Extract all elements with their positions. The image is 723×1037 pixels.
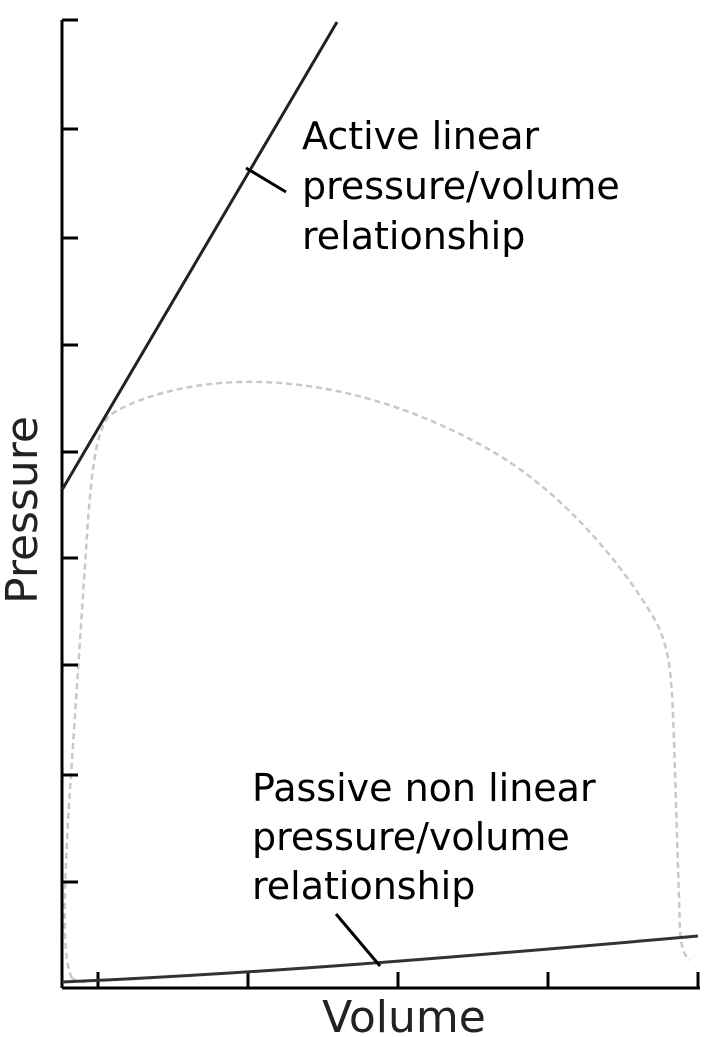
passive-annotation-line-2: pressure/volume — [252, 815, 570, 859]
active-annotation-leader — [245, 166, 287, 194]
active-annotation-line-1: Active linear — [302, 114, 539, 158]
passive-annotation: Passive non linear pressure/volume relat… — [252, 766, 608, 908]
passive-annotation-line-1: Passive non linear — [252, 766, 596, 810]
active-annotation-line-2: pressure/volume — [302, 164, 620, 208]
active-relationship-line — [60, 21, 339, 491]
active-annotation-line-3: relationship — [302, 214, 525, 258]
passive-annotation-line-3: relationship — [252, 864, 475, 908]
active-annotation: Active linear pressure/volume relationsh… — [302, 114, 632, 258]
passive-relationship-curve — [61, 934, 699, 984]
x-axis-title: Volume — [322, 992, 486, 1037]
y-axis-title: Pressure — [0, 416, 48, 604]
passive-annotation-leader — [334, 913, 382, 967]
